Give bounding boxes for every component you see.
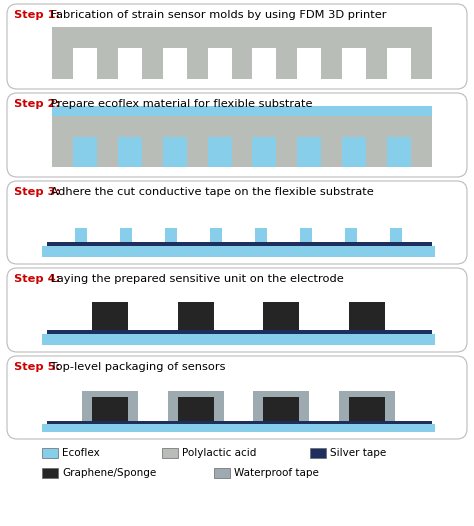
Bar <box>118 48 142 79</box>
Text: Step 3:: Step 3: <box>14 187 60 197</box>
Bar <box>208 137 232 167</box>
Bar <box>339 397 349 421</box>
Bar <box>300 397 310 421</box>
Text: Prepare ecoflex material for flexible substrate: Prepare ecoflex material for flexible su… <box>47 99 312 109</box>
Bar <box>52 27 432 79</box>
Bar <box>297 48 321 79</box>
Bar <box>390 228 402 242</box>
Text: Step 4:: Step 4: <box>14 274 60 284</box>
Bar <box>42 246 435 257</box>
Text: Step 2:: Step 2: <box>14 99 60 109</box>
Text: Step 1:: Step 1: <box>14 10 60 20</box>
Bar <box>349 397 385 421</box>
Bar <box>73 48 97 79</box>
Bar <box>214 468 230 478</box>
Text: Top-level packaging of sensors: Top-level packaging of sensors <box>47 362 226 372</box>
Bar <box>385 397 395 421</box>
Bar <box>42 468 58 478</box>
Text: Step 5:: Step 5: <box>14 362 60 372</box>
Bar <box>255 228 267 242</box>
Text: Polylactic acid: Polylactic acid <box>182 448 256 458</box>
Text: Fabrication of strain sensor molds by using FDM 3D printer: Fabrication of strain sensor molds by us… <box>47 10 386 20</box>
Bar <box>339 391 395 397</box>
Text: Silver tape: Silver tape <box>330 448 386 458</box>
Bar <box>342 137 366 167</box>
Bar <box>92 397 128 421</box>
Bar <box>118 137 142 167</box>
Bar <box>42 448 58 458</box>
Text: Laying the prepared sensitive unit on the electrode: Laying the prepared sensitive unit on th… <box>47 274 344 284</box>
Bar <box>253 137 276 167</box>
Bar <box>92 302 128 330</box>
Bar <box>300 228 312 242</box>
Bar <box>163 137 187 167</box>
FancyBboxPatch shape <box>7 93 467 177</box>
Bar <box>47 330 432 334</box>
Bar <box>163 48 187 79</box>
Bar <box>73 137 97 167</box>
Bar <box>162 448 178 458</box>
Bar <box>310 448 326 458</box>
Text: Ecoflex: Ecoflex <box>62 448 100 458</box>
Bar <box>387 137 411 167</box>
Bar <box>208 48 232 79</box>
Text: Graphene/Sponge: Graphene/Sponge <box>62 468 156 478</box>
Bar <box>47 421 432 424</box>
Bar <box>264 397 300 421</box>
FancyBboxPatch shape <box>7 356 467 439</box>
Bar <box>75 228 87 242</box>
Bar <box>178 302 214 330</box>
Bar <box>254 397 264 421</box>
FancyBboxPatch shape <box>7 4 467 89</box>
Bar <box>264 302 300 330</box>
Bar <box>168 397 178 421</box>
Bar <box>120 228 132 242</box>
Bar <box>82 391 138 397</box>
Bar <box>168 391 224 397</box>
Bar <box>165 228 177 242</box>
Text: Adhere the cut conductive tape on the flexible substrate: Adhere the cut conductive tape on the fl… <box>47 187 374 197</box>
FancyBboxPatch shape <box>7 268 467 352</box>
Bar <box>214 397 224 421</box>
Bar <box>210 228 222 242</box>
Bar <box>254 391 310 397</box>
Bar <box>178 397 214 421</box>
Bar <box>387 48 411 79</box>
Bar <box>342 48 366 79</box>
Bar <box>128 397 138 421</box>
Bar <box>42 424 435 432</box>
Bar <box>42 334 435 345</box>
FancyBboxPatch shape <box>7 181 467 264</box>
Text: Waterproof tape: Waterproof tape <box>234 468 319 478</box>
Bar <box>47 242 432 246</box>
Bar <box>297 137 321 167</box>
Bar <box>52 106 432 116</box>
Bar <box>253 48 276 79</box>
Bar <box>52 116 432 167</box>
Bar <box>349 302 385 330</box>
Bar <box>345 228 357 242</box>
Bar <box>82 397 92 421</box>
